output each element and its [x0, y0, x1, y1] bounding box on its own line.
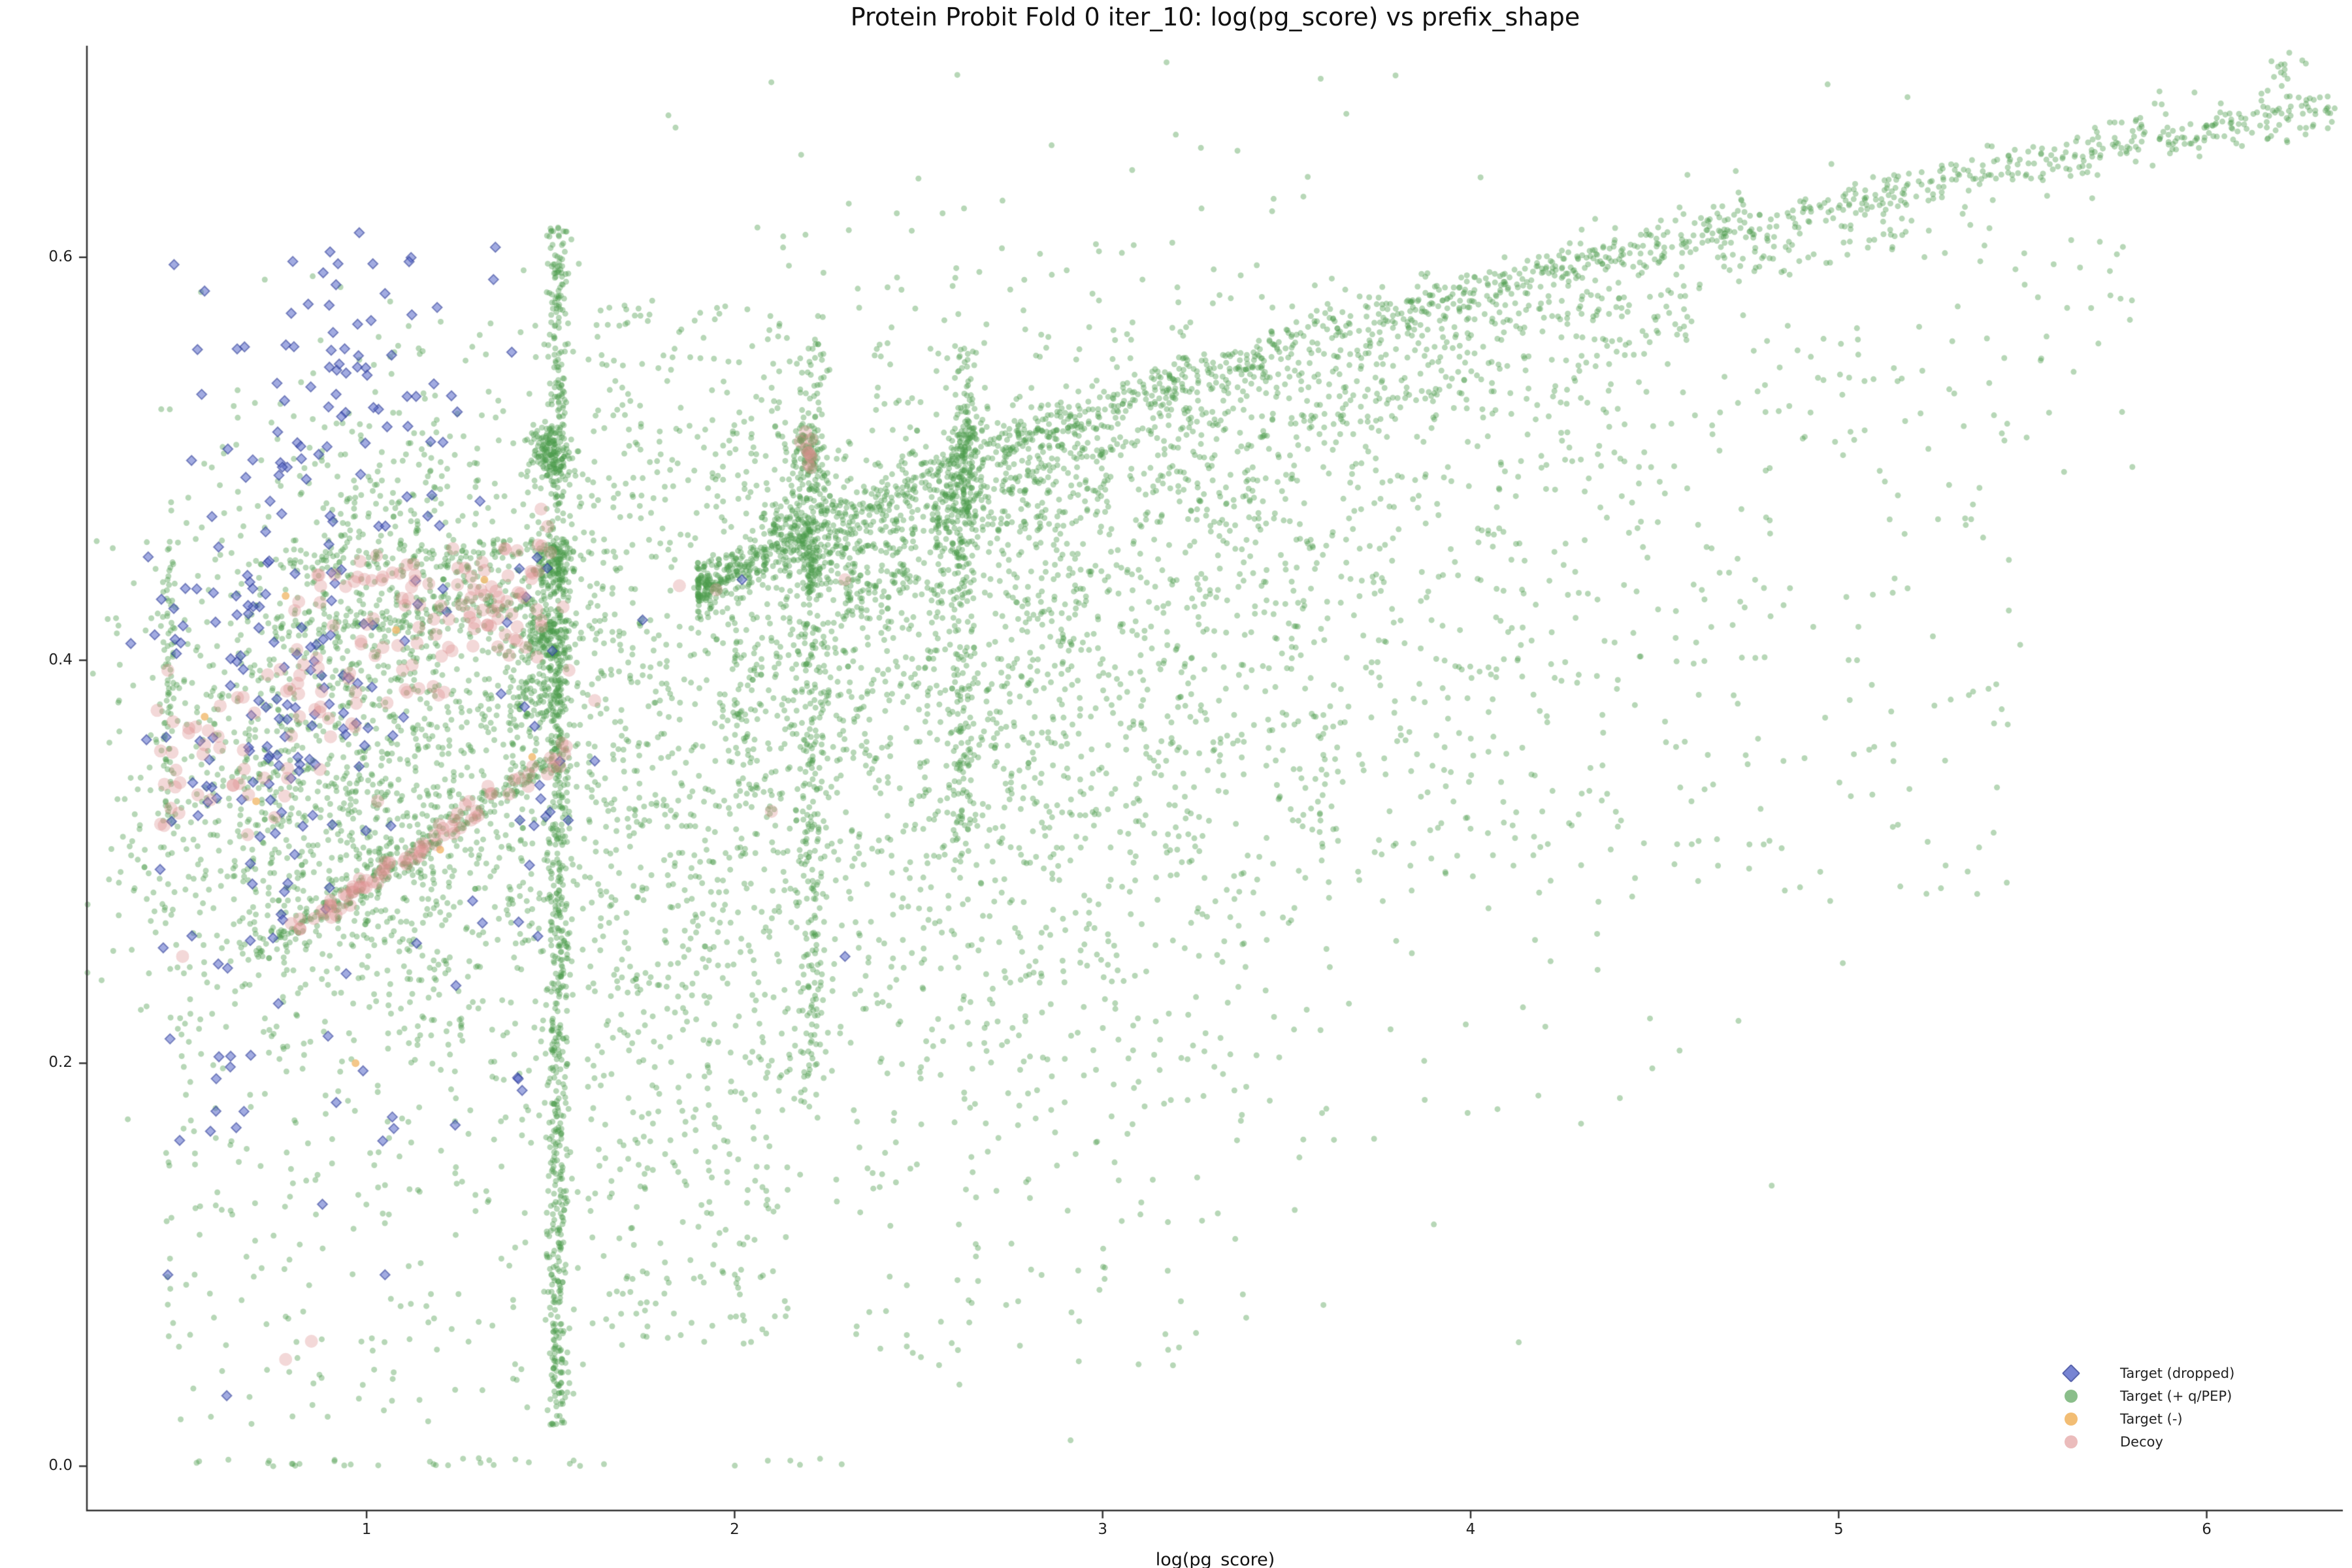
x-tick-label: 1	[361, 1521, 372, 1538]
legend-item: Target (dropped)	[2022, 1362, 2234, 1384]
legend-swatch	[2022, 1389, 2120, 1403]
circle-marker-icon	[2065, 1389, 2078, 1403]
y-tick-label: 0.4	[48, 651, 73, 668]
circle-marker-icon	[2065, 1435, 2078, 1448]
x-tick-label: 6	[2202, 1521, 2212, 1538]
legend-swatch	[2022, 1364, 2120, 1382]
legend: Target (dropped) Target (+ q/PEP) Target (…	[2022, 1362, 2234, 1453]
x-tick-label: 3	[1098, 1521, 1107, 1538]
y-tick-label: 0.2	[48, 1054, 73, 1071]
x-axis-label: log(pg_score)	[1155, 1550, 1275, 1568]
legend-swatch	[2022, 1435, 2120, 1448]
x-tick-label: 4	[1465, 1521, 1476, 1538]
legend-label: Target (dropped)	[2120, 1365, 2235, 1381]
circle-marker-icon	[2065, 1412, 2078, 1426]
legend-item: Target (-)	[2022, 1407, 2234, 1430]
legend-label: Target (+ q/PEP)	[2120, 1388, 2232, 1404]
legend-label: Target (-)	[2120, 1411, 2183, 1427]
legend-item: Target (+ q/PEP)	[2022, 1384, 2234, 1407]
chart-title: Protein Probit Fold 0 iter_10: log(pg_sc…	[850, 3, 1580, 31]
legend-label: Decoy	[2120, 1433, 2163, 1450]
legend-swatch	[2022, 1412, 2120, 1426]
x-tick-label: 5	[1833, 1521, 1844, 1538]
legend-item: Decoy	[2022, 1430, 2234, 1453]
x-tick-label: 2	[730, 1521, 740, 1538]
diamond-marker-icon	[2061, 1364, 2081, 1382]
y-tick-label: 0.0	[48, 1457, 73, 1475]
y-tick-label: 0.6	[48, 248, 73, 265]
